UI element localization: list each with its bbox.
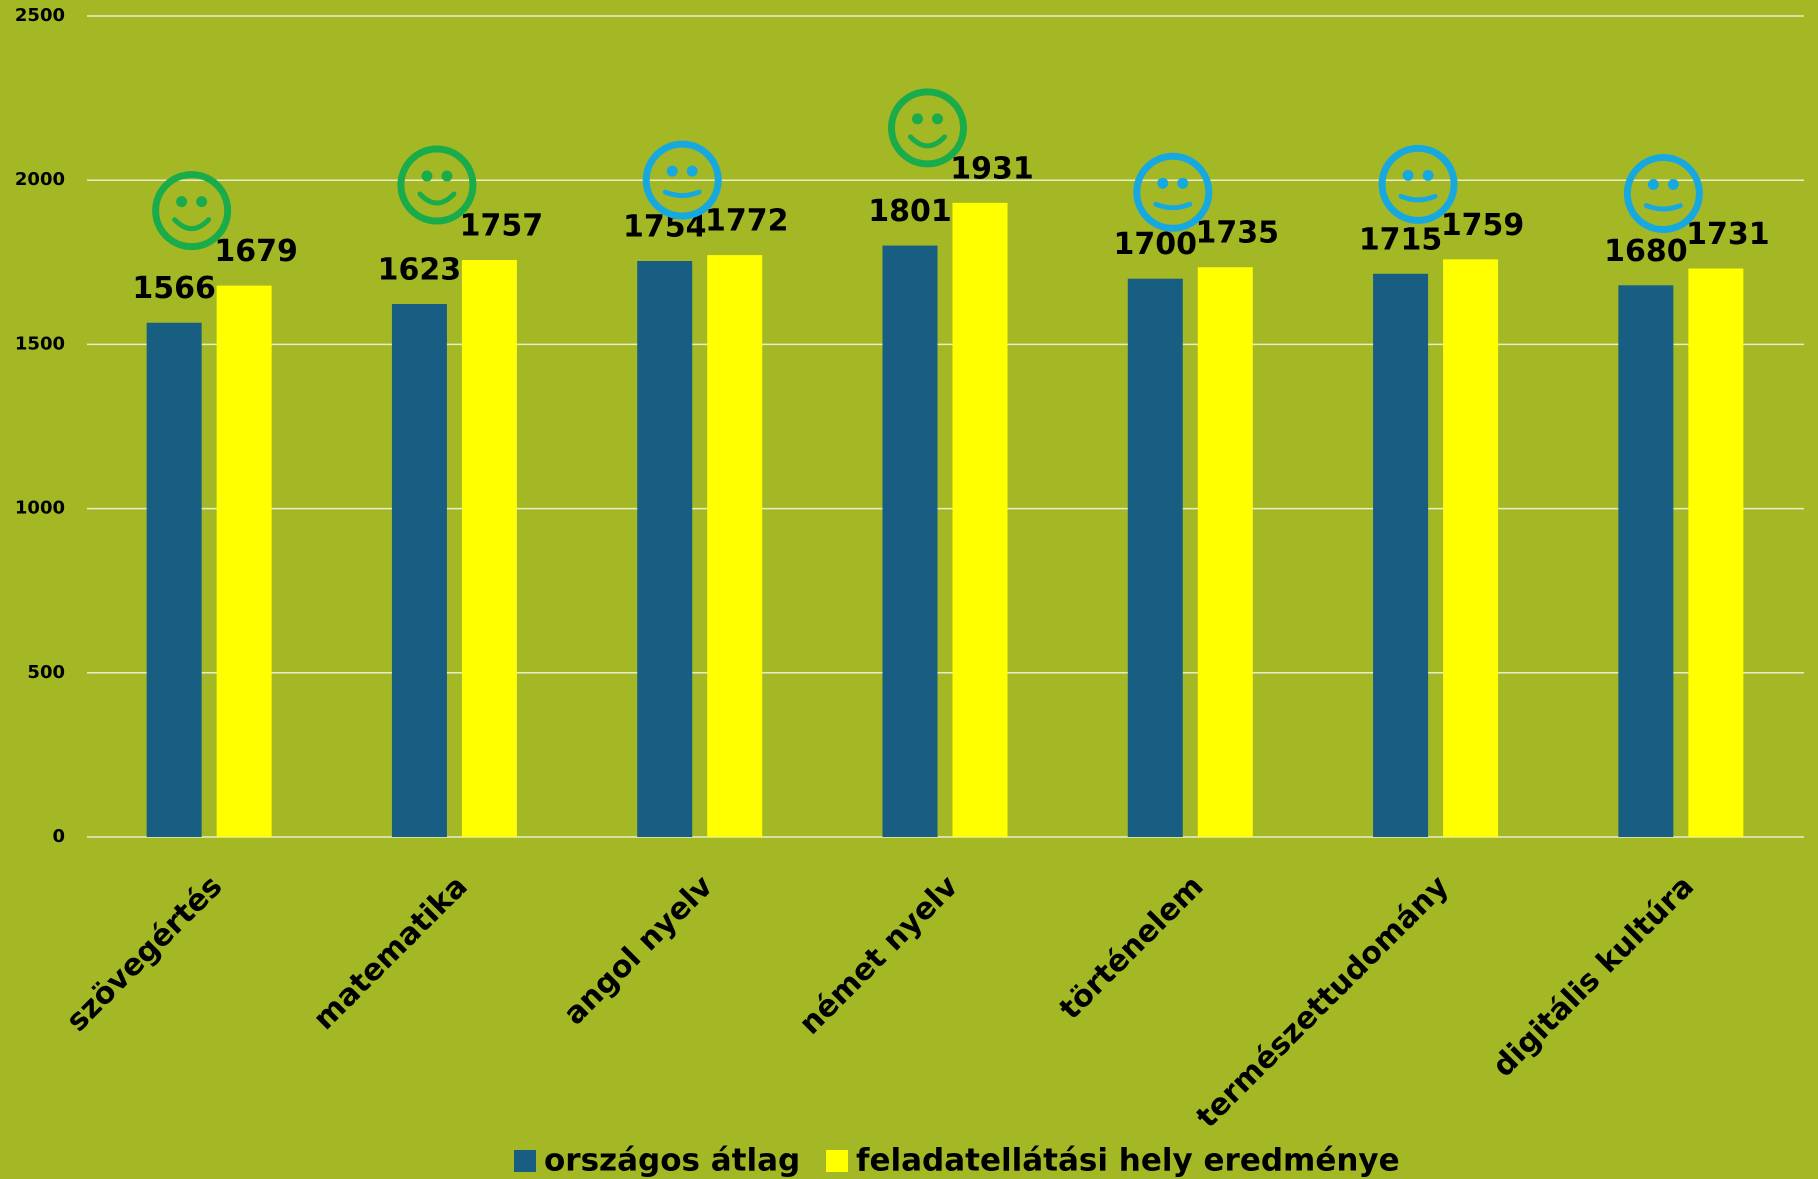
smiley-icon <box>1623 154 1703 234</box>
smiley-eye <box>196 196 208 208</box>
smiley-eye <box>1157 177 1169 189</box>
smiley-icon <box>397 145 477 225</box>
smiley-eye <box>1667 179 1679 191</box>
bar <box>1443 259 1499 838</box>
y-tick-label: 1500 <box>15 333 65 354</box>
data-label: 1715 <box>1359 222 1443 257</box>
legend-label: feladatellátási hely eredménye <box>856 1143 1400 1179</box>
y-tick-label: 2000 <box>15 169 65 190</box>
bar <box>707 255 763 837</box>
data-label: 1757 <box>460 209 544 244</box>
bar <box>1373 273 1429 837</box>
y-tick-label: 0 <box>52 826 65 847</box>
smiley-icon <box>1133 152 1213 232</box>
data-label: 1801 <box>868 194 952 229</box>
smiley-face <box>642 140 722 220</box>
smiley-face <box>397 145 477 225</box>
data-label: 1566 <box>132 271 216 306</box>
smiley-mouth <box>417 191 457 206</box>
smiley-eye <box>1402 169 1414 181</box>
smiley-icon <box>1378 144 1458 224</box>
bar <box>1197 267 1253 837</box>
bar <box>1618 285 1674 838</box>
smiley-face <box>1133 152 1213 232</box>
smiley-eye <box>441 170 453 182</box>
smiley-mouth <box>908 134 947 149</box>
smiley-face <box>152 171 232 251</box>
legend-swatch <box>514 1150 536 1172</box>
smiley-mouth <box>1153 201 1193 211</box>
smiley-face <box>888 88 967 168</box>
smiley-icon <box>888 88 967 168</box>
y-tick-label: 500 <box>27 662 65 683</box>
smiley-mouth <box>1643 203 1683 212</box>
data-label: 1731 <box>1686 217 1770 252</box>
smiley-eye <box>176 196 188 208</box>
smiley-mouth <box>662 189 702 199</box>
bar <box>1127 278 1183 838</box>
data-label: 1623 <box>378 253 462 288</box>
bar <box>216 285 272 837</box>
bar <box>882 245 938 837</box>
smiley-eye <box>1647 179 1659 191</box>
bar <box>952 202 1008 837</box>
smiley-eye <box>421 170 433 182</box>
smiley-face <box>1623 154 1703 234</box>
data-label: 1759 <box>1441 208 1525 243</box>
bar <box>391 304 447 837</box>
smiley-mouth <box>1398 193 1438 203</box>
bar <box>637 260 693 837</box>
smiley-eye <box>1422 169 1434 181</box>
smiley-face <box>1378 144 1458 224</box>
smiley-icon <box>152 171 232 251</box>
data-label: 1679 <box>214 234 298 269</box>
smiley-eye <box>666 165 678 177</box>
legend-swatch <box>826 1150 848 1172</box>
bar <box>461 260 517 837</box>
data-label: 1772 <box>705 204 789 239</box>
smiley-mouth <box>172 217 212 232</box>
data-label: 1931 <box>950 151 1034 186</box>
y-tick-label: 2500 <box>15 5 65 26</box>
smiley-icon <box>642 140 722 220</box>
y-tick-label: 1000 <box>15 498 65 519</box>
smiley-eye <box>932 113 943 125</box>
bar <box>146 322 202 837</box>
smiley-eye <box>1177 177 1189 189</box>
data-label: 1735 <box>1196 216 1280 251</box>
legend-label: országos átlag <box>544 1143 800 1179</box>
bar <box>1688 268 1744 837</box>
data-label: 1700 <box>1114 227 1198 262</box>
smiley-eye <box>912 113 923 125</box>
data-label: 1680 <box>1604 234 1688 269</box>
smiley-eye <box>686 165 698 177</box>
